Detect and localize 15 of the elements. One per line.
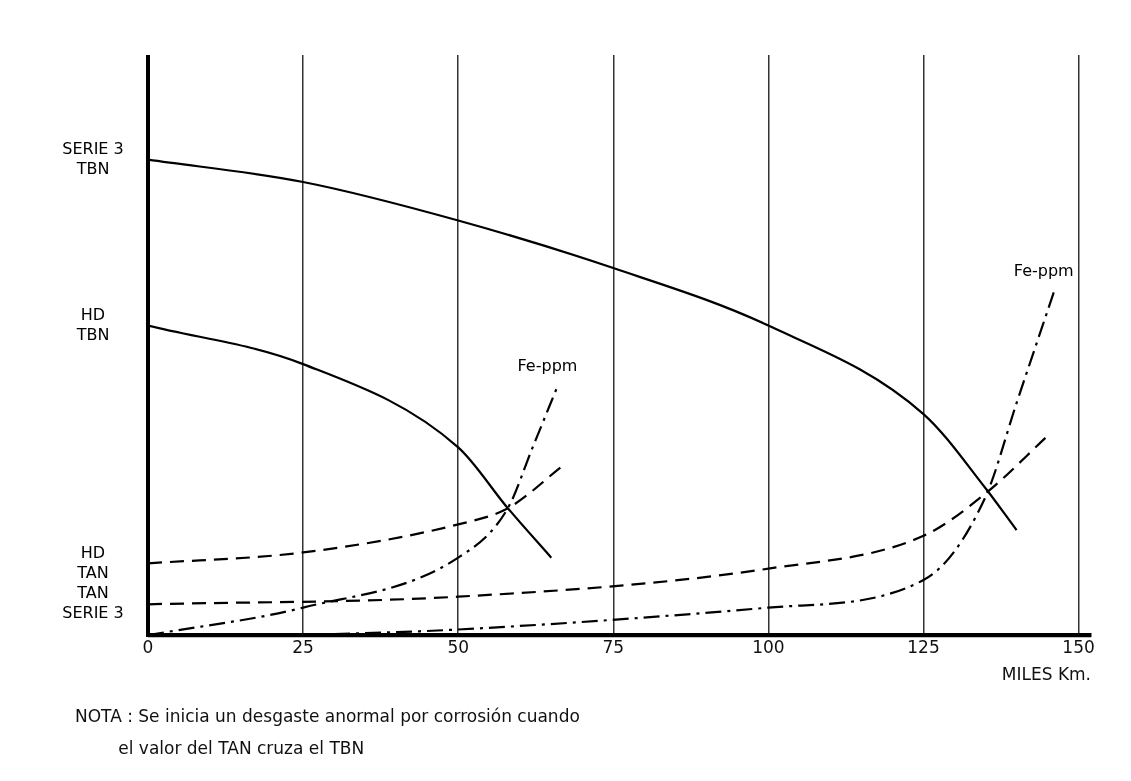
text: NOTA : Se inicia un desgaste anormal por corrosión cuando el valor del TAN cruza el TBN	[75, 705, 580, 761]
x-tick-label: 100	[752, 636, 785, 657]
x-tick-label: 125	[907, 636, 940, 657]
text: HD TBN	[75, 304, 110, 344]
series-label: Fe-ppm	[517, 355, 578, 375]
x-tick-label: 50	[447, 636, 470, 657]
x-tick-label: 0	[142, 636, 154, 657]
x-axis-title: MILES Km.	[1001, 664, 1091, 685]
x-tick-label: 75	[602, 636, 625, 657]
series-label: SERIE 3 TBN	[62, 138, 124, 178]
series-label: TAN SERIE 3	[62, 583, 124, 623]
series-label: Fe-ppm	[1013, 261, 1074, 281]
x-tick-label: 25	[292, 636, 314, 657]
x-tick-label: 150	[1062, 636, 1095, 657]
text: HD TAN	[76, 542, 109, 582]
